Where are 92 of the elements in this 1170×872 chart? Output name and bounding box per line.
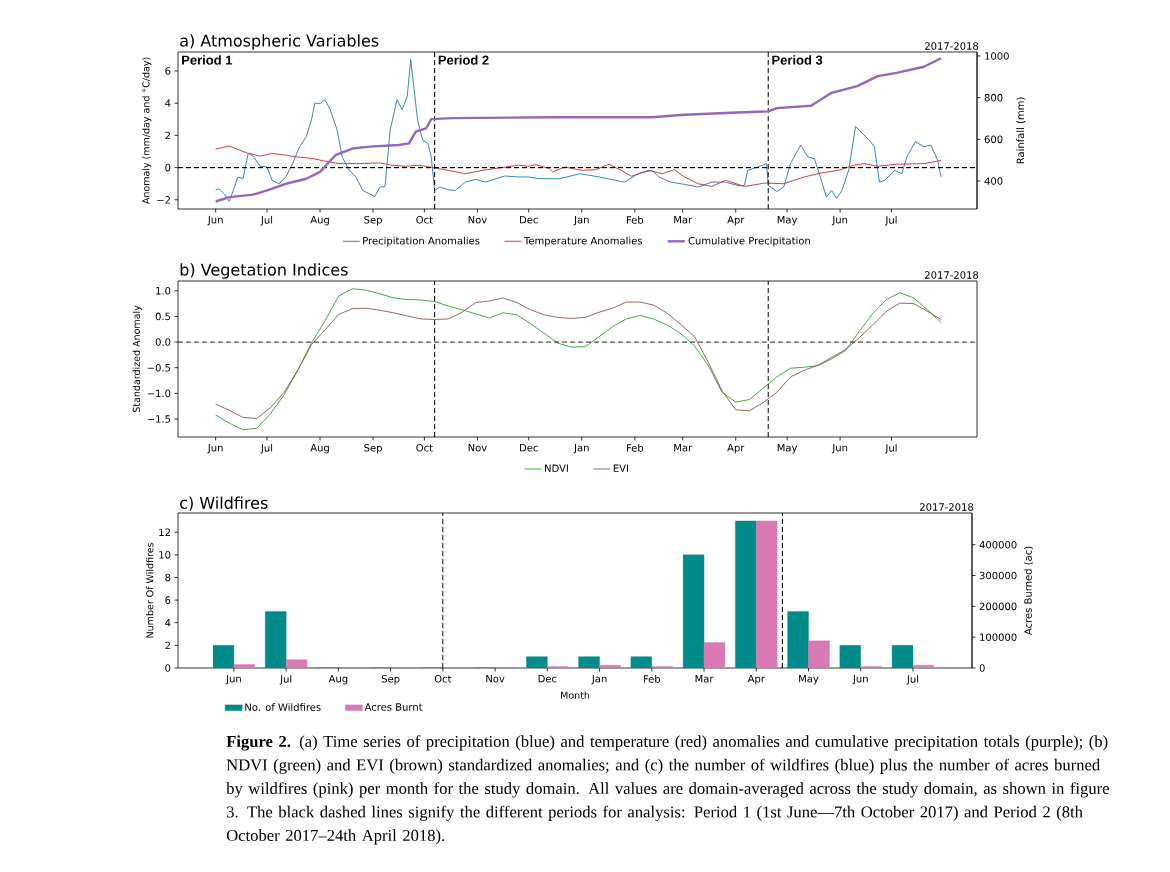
chart-subtitle: 2017-2018 bbox=[925, 271, 979, 279]
x-tick-label: Jul bbox=[279, 675, 292, 685]
legend-label: No. of Wildfires bbox=[245, 703, 321, 711]
legend-label: NDVI bbox=[545, 464, 568, 472]
chart-title: b) Vegetation Indices bbox=[180, 263, 348, 279]
x-tick-label: May bbox=[777, 444, 798, 454]
y-axis-title: Number Of Wildfires bbox=[146, 542, 154, 638]
y-tick-label: 0 bbox=[165, 163, 171, 172]
x-tick-label: Aug bbox=[328, 675, 348, 685]
y-tick-label: 12 bbox=[159, 528, 170, 536]
x-tick-label: Dec bbox=[520, 216, 538, 224]
legend-label: EVI bbox=[613, 464, 628, 472]
y2-axis-title: Rainfall (mm) bbox=[1016, 97, 1026, 164]
x-tick-label: Jul bbox=[884, 216, 897, 226]
x-tick-label: Feb bbox=[626, 444, 644, 452]
y2-tick-label: 300000 bbox=[979, 571, 1017, 580]
x-tick-label: Jun bbox=[207, 216, 223, 226]
y2-tick-label: 400 bbox=[984, 177, 1003, 185]
y-tick-label: 0.5 bbox=[155, 312, 171, 321]
x-tick-label: Jun bbox=[831, 444, 848, 454]
x-tick-label: Jan bbox=[573, 216, 589, 226]
legend-label: Temperature Anomalies bbox=[523, 236, 643, 247]
y-axis-title: Standardized Anomaly bbox=[132, 305, 142, 413]
chart-title: a) Atmospheric Variables bbox=[180, 34, 379, 50]
y-tick-label: −1.0 bbox=[147, 389, 171, 398]
x-tick-label: Jul bbox=[906, 675, 919, 685]
x-tick-label: Jun bbox=[852, 675, 868, 685]
x-tick-label: Dec bbox=[520, 444, 538, 452]
x-tick-label: Sep bbox=[364, 444, 382, 454]
x-tick-label: Jun bbox=[207, 444, 223, 454]
y2-tick-label: 400000 bbox=[979, 540, 1017, 549]
x-tick-label: Oct bbox=[434, 675, 452, 683]
x-tick-label: Aug bbox=[310, 444, 329, 454]
x-tick-label: Feb bbox=[643, 675, 661, 683]
x-tick-label: Oct bbox=[416, 216, 433, 224]
x-tick-label: Jul bbox=[260, 216, 273, 226]
annotation: Period 1 bbox=[182, 55, 233, 65]
x-tick-label: Jan bbox=[573, 444, 589, 454]
y-tick-label: 8 bbox=[165, 573, 171, 582]
y2-axis-title: Acres Burned (ac) bbox=[1024, 546, 1033, 635]
y-tick-label: 4 bbox=[165, 99, 171, 107]
y2-tick-label: 200000 bbox=[979, 602, 1017, 611]
x-tick-label: Nov bbox=[468, 216, 487, 224]
y2-tick-label: 100000 bbox=[980, 633, 1017, 641]
x-tick-label: May bbox=[777, 216, 798, 226]
y-tick-label: 4 bbox=[165, 619, 171, 627]
chart-title: c) Wildfires bbox=[180, 496, 268, 511]
x-tick-label: Jun bbox=[225, 675, 241, 685]
y2-tick-label: 600 bbox=[984, 135, 1003, 144]
chart-subtitle: 2017-2018 bbox=[920, 503, 974, 511]
x-tick-label: Sep bbox=[364, 216, 382, 226]
x-tick-label: Apr bbox=[727, 444, 745, 454]
y2-tick-label: 800 bbox=[984, 93, 1003, 102]
x-tick-label: Oct bbox=[416, 444, 433, 452]
ref-line-label: Period 2 bbox=[438, 55, 489, 65]
x-tick-label: May bbox=[799, 675, 819, 685]
x-tick-label: Apr bbox=[747, 675, 765, 685]
y-axis-title: Anomaly (mm/day and °C/day) bbox=[142, 57, 152, 205]
x-axis-title: Month bbox=[561, 691, 590, 699]
text: Figure 2. (a) Time series of precipitation (blue) and temperature (red) anomalies and cumulative precipitation totals (purple); (b) NDVI (green) and EVI (brown) standardized anomalies; and (c) the number of wildfires (blue) plus the number of acres burned by wildfires (pink) per month for the study domain. All values are domain-averaged across the study domain, as shown in figure 3. The black dashed lines signify the different periods for analysis: Period 1 (1st June—7th October 2017) and Period 2 (8th October 2017–24th April 2018). bbox=[226, 735, 1109, 845]
legend-label: Cumulative Precipitation bbox=[688, 236, 810, 247]
x-tick-label: Nov bbox=[468, 444, 487, 452]
y-tick-label: 2 bbox=[165, 131, 170, 140]
y-tick-label: 6 bbox=[165, 67, 171, 75]
x-tick-label: Mar bbox=[674, 216, 693, 224]
x-tick-label: Jan bbox=[591, 675, 607, 685]
x-tick-label: Mar bbox=[695, 675, 714, 683]
legend-label: Acres Burnt bbox=[364, 703, 423, 711]
y-tick-label: 6 bbox=[165, 596, 171, 604]
y-tick-label: 1.0 bbox=[156, 286, 171, 295]
x-tick-label: Feb bbox=[626, 216, 644, 224]
x-tick-label: Dec bbox=[538, 675, 557, 683]
x-tick-label: Apr bbox=[727, 216, 745, 226]
x-tick-label: Jul bbox=[260, 444, 273, 454]
y2-tick-label: 1000 bbox=[985, 52, 1009, 60]
chart-subtitle: 2017-2018 bbox=[925, 42, 979, 50]
x-tick-label: Nov bbox=[486, 675, 505, 683]
legend-label: Precipitation Anomalies bbox=[363, 236, 480, 247]
y2-tick-label: 0 bbox=[979, 664, 985, 672]
x-tick-label: Jun bbox=[831, 216, 848, 226]
y-tick-label: 0.0 bbox=[155, 338, 171, 346]
y-tick-label: 0 bbox=[165, 664, 171, 672]
x-tick-label: Aug bbox=[310, 216, 329, 226]
x-tick-label: Sep bbox=[381, 675, 400, 685]
x-tick-label: Mar bbox=[674, 444, 693, 452]
y-tick-label: 2 bbox=[165, 641, 170, 650]
y-tick-label: −1.5 bbox=[147, 415, 171, 423]
y-tick-label: 10 bbox=[159, 551, 171, 559]
ref-line-label: Period 3 bbox=[772, 55, 823, 65]
y-tick-label: −0.5 bbox=[147, 363, 171, 372]
y-tick-label: −2 bbox=[157, 196, 170, 204]
x-tick-label: Jul bbox=[884, 444, 897, 454]
